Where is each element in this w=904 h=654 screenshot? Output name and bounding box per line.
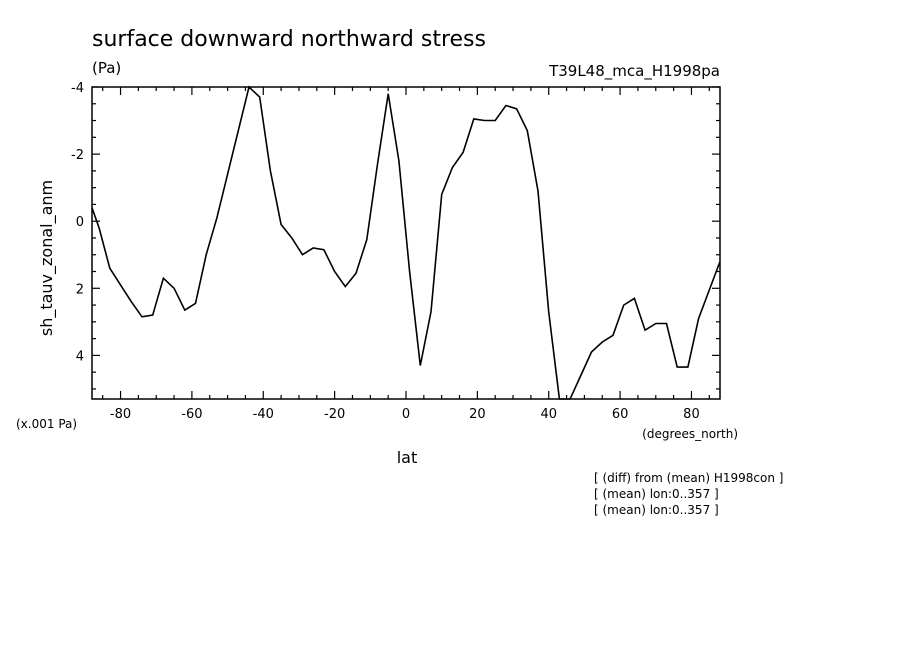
x-tick-label: 0 [402,407,410,422]
y-tick-label: -4 [71,81,84,96]
x-tick-label: 60 [612,407,629,422]
y-tick-label: 2 [76,282,84,297]
note-line-1: [ (diff) from (mean) H1998con ] [594,471,783,485]
note-line-3: [ (mean) lon:0..357 ] [594,503,719,517]
x-tick-label: -60 [181,407,202,422]
y-tick-label: 0 [76,215,84,230]
y-tick-label: 4 [76,349,84,364]
y-axis-label: sh_tauv_zonal_anm [37,180,57,336]
plot-frame [91,86,721,400]
x-tick-label: 40 [540,407,557,422]
series-line [91,85,721,400]
tick-marks [92,86,720,399]
y-scale-note: (x.001 Pa) [16,417,77,431]
x-tick-label: -80 [110,407,131,422]
units-label: (Pa) [92,59,121,77]
x-units-label: (degrees_north) [642,427,738,441]
y-tick-label: -2 [71,148,84,163]
x-tick-label: -20 [324,407,345,422]
run-label: T39L48_mca_H1998pa [548,62,720,81]
x-tick-label: -40 [253,407,274,422]
x-tick-label: 20 [469,407,486,422]
chart-title: surface downward northward stress [92,27,486,52]
x-tick-label: 80 [683,407,700,422]
x-axis-label: lat [397,448,418,467]
note-line-2: [ (mean) lon:0..357 ] [594,487,719,501]
